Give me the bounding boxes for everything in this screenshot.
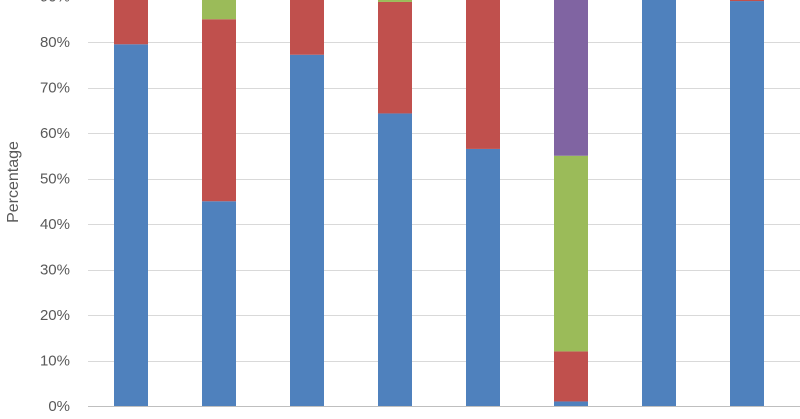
bar-segment-series-2-cat-5 [466,0,500,149]
y-tick-label: 20% [40,307,70,324]
y-tick-label: 10% [40,353,70,370]
bar-segment-series-2-cat-2 [202,19,236,202]
bar-segment-series-4-cat-6 [554,0,588,156]
bar-segment-series-1-cat-2 [202,201,236,406]
y-tick-label: 70% [40,80,70,97]
bars [114,0,764,407]
bar-segment-series-1-cat-6 [554,401,588,406]
bar-segment-series-1-cat-8 [730,1,764,407]
bar-segment-series-1-cat-1 [114,44,148,407]
bar-segment-series-2-cat-4 [378,1,412,114]
y-axis-title: Percentage [5,141,22,223]
bar-segment-series-3-cat-2 [202,0,236,20]
bar-segment-series-1-cat-7 [642,0,676,407]
y-tick-label: 80% [40,34,70,51]
bar-segment-series-2-cat-1 [114,0,148,45]
bar-segment-series-1-cat-5 [466,148,500,407]
y-tick-label: 50% [40,171,70,188]
bar-segment-series-1-cat-3 [290,54,324,407]
gridlines [88,42,800,407]
bar-segment-series-2-cat-8 [730,0,764,2]
y-axis: 0% 10% 20% 30% 40% 50% 60% 70% 80% 90% [40,0,70,415]
bar-segment-series-2-cat-3 [290,0,324,55]
bar-segment-series-3-cat-4 [378,0,412,2]
y-tick-label: 60% [40,125,70,142]
bar-segment-series-1-cat-4 [378,113,412,406]
y-tick-label: 40% [40,216,70,233]
bar-segment-series-3-cat-6 [554,155,588,352]
y-tick-label: 30% [40,262,70,279]
y-tick-label: 0% [48,398,70,415]
bar-segment-series-2-cat-6 [554,351,588,402]
y-tick-label: 90% [40,0,70,6]
